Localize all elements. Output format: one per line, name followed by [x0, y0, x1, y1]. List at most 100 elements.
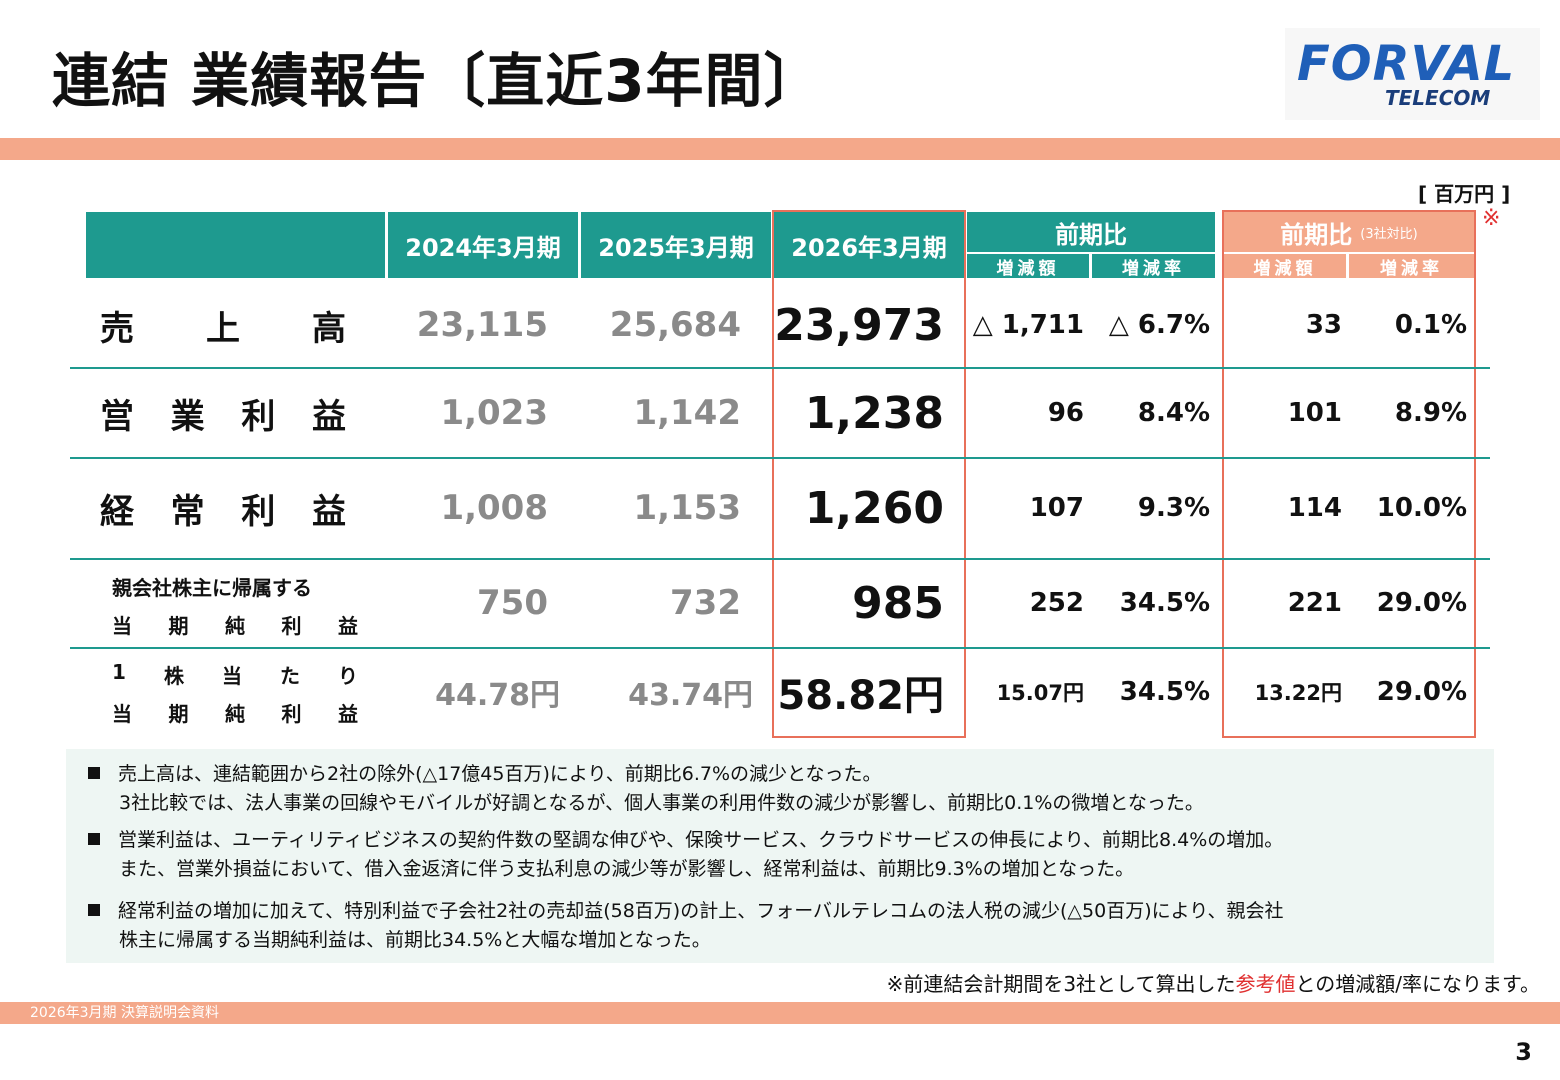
row-divider: [70, 457, 1490, 459]
yoy-3co-highlight: [1222, 210, 1476, 738]
op-yoy3-rate: 8.9%: [1394, 398, 1467, 428]
row-label-net-income-line2: 当 期 純 利 益: [112, 610, 358, 639]
label-char: 売: [100, 308, 134, 349]
footnote-text: ※前連結会計期間を3社として算出した: [886, 972, 1236, 996]
label-char: 営: [100, 396, 134, 437]
ord-2026: 1,260: [804, 482, 944, 534]
footnote: ※前連結会計期間を3社として算出した参考値との増減額/率になります。: [887, 968, 1540, 997]
subheader-rate-3co: 増減率: [1349, 254, 1474, 279]
row-divider: [70, 647, 1490, 649]
note-1: 売上高は、連結範囲から2社の除外(△17億45百万)により、前期比6.7%の減少…: [88, 760, 1204, 818]
label-char: 当: [112, 614, 132, 638]
net-yoy-rate: 34.5%: [1119, 588, 1210, 618]
header-2024: 2024年3月期: [388, 212, 578, 278]
sales-2024: 23,115: [416, 305, 548, 345]
row-divider: [70, 558, 1490, 560]
ord-2024: 1,008: [440, 488, 548, 528]
label-char: 純: [225, 614, 245, 638]
label-char: 期: [168, 614, 189, 638]
label-char: 益: [338, 702, 358, 726]
subheader-amount-3co: 増減額: [1224, 254, 1346, 279]
label-char: 常: [170, 491, 205, 532]
op-yoy-rate: 8.4%: [1137, 398, 1210, 428]
label-char: 利: [281, 702, 302, 726]
label-char: 益: [311, 491, 346, 532]
sales-2025: 25,684: [609, 305, 741, 345]
label-char: 上: [206, 308, 240, 349]
note-2: 営業利益は、ユーティリティビジネスの契約件数の堅調な伸びや、保険サービス、クラウ…: [88, 826, 1283, 884]
row-divider: [70, 367, 1490, 369]
row-label-operating-profit: 営 業 利 益: [100, 388, 346, 438]
label-char: 株: [163, 664, 184, 688]
header-2025: 2025年3月期: [581, 212, 771, 278]
label-char: 高: [312, 308, 346, 349]
op-2026: 1,238: [804, 387, 944, 439]
label-char: 益: [338, 614, 358, 638]
label-char: 業: [170, 396, 205, 437]
note-3: 経常利益の増加に加えて、特別利益で子会社2社の売却益(58百万)の計上、フォーバ…: [88, 897, 1283, 955]
op-yoy3-amount: 101: [1287, 398, 1342, 428]
page-title: 連結 業績報告〔直近3年間〕: [52, 47, 823, 115]
subheader-amount: 増減額: [967, 254, 1089, 279]
page-number: 3: [1515, 1038, 1532, 1066]
bullet-icon: [88, 904, 100, 916]
note-text: 売上高は、連結範囲から2社の除外(△17億45百万)により、前期比6.7%の減少…: [118, 763, 882, 785]
ord-yoy-amount: 107: [1029, 493, 1084, 523]
ord-2025: 1,153: [633, 488, 741, 528]
eps-2026: 58.82円: [777, 673, 944, 719]
label-char: 益: [311, 396, 346, 437]
sales-yoy3-rate: 0.1%: [1394, 310, 1467, 340]
eps-yoy-amount: 15.07円: [996, 681, 1084, 705]
logo-sub-text: TELECOM: [1385, 86, 1491, 110]
label-char: た: [279, 664, 300, 688]
ord-yoy-rate: 9.3%: [1137, 493, 1210, 523]
eps-yoy3-amount: 13.22円: [1254, 681, 1342, 705]
footnote-highlight: 参考値: [1235, 972, 1296, 996]
reference-mark: ※: [1482, 206, 1501, 231]
label-char: 当: [221, 664, 242, 688]
header-yoy-3co-note: (3社対比): [1360, 226, 1418, 242]
label-char: 利: [241, 396, 276, 437]
header-yoy: 前期比: [967, 212, 1215, 252]
net-2024: 750: [477, 583, 548, 623]
net-yoy-amount: 252: [1029, 588, 1084, 618]
forval-telecom-logo: FORVAL TELECOM: [1285, 28, 1540, 120]
footer-bar: 2026年3月期 決算説明会資料: [0, 1002, 1560, 1024]
note-text: 3社比較では、法人事業の回線やモバイルが好調となるが、個人事業の利用件数の減少が…: [119, 792, 1204, 814]
ord-yoy3-rate: 10.0%: [1376, 493, 1467, 523]
net-2025: 732: [670, 583, 741, 623]
eps-yoy-rate: 34.5%: [1119, 677, 1210, 707]
sales-yoy3-amount: 33: [1305, 310, 1342, 340]
sales-yoy-amount: △ 1,711: [972, 310, 1084, 340]
sales-2026: 23,973: [774, 299, 944, 351]
label-char: 利: [281, 614, 302, 638]
row-label-eps-line2: 当 期 純 利 益: [112, 698, 358, 727]
op-2024: 1,023: [440, 393, 548, 433]
header-bar: [0, 138, 1560, 160]
op-yoy-amount: 96: [1047, 398, 1084, 428]
current-year-highlight: [772, 210, 966, 738]
label-char: 期: [168, 702, 189, 726]
bullet-icon: [88, 833, 100, 845]
net-yoy3-rate: 29.0%: [1376, 588, 1467, 618]
row-label-net-income-line1: 親会社株主に帰属する: [112, 576, 312, 600]
logo-main-text: FORVAL: [1297, 36, 1516, 92]
label-char: 純: [225, 702, 245, 726]
eps-2024: 44.78円: [435, 678, 560, 713]
note-text: また、営業外損益において、借入金返済に伴う支払利息の減少等が影響し、経常利益は、…: [119, 858, 1135, 880]
note-text: 株主に帰属する当期純利益は、前期比34.5%と大幅な増加となった。: [119, 929, 711, 951]
header-yoy-3co-label: 前期比: [1280, 220, 1353, 249]
ord-yoy3-amount: 114: [1287, 493, 1342, 523]
sales-yoy-rate: △ 6.7%: [1108, 310, 1210, 340]
subheader-rate: 増減率: [1092, 254, 1215, 279]
note-text: 経常利益の増加に加えて、特別利益で子会社2社の売却益(58百万)の計上、フォーバ…: [118, 900, 1284, 922]
row-label-eps-line1: 1 株 当 た り: [112, 660, 358, 689]
label-char: り: [337, 664, 358, 688]
row-label-ordinary-profit: 経 常 利 益: [100, 483, 346, 533]
net-yoy3-amount: 221: [1287, 588, 1342, 618]
net-2026: 985: [852, 577, 944, 629]
note-text: 営業利益は、ユーティリティビジネスの契約件数の堅調な伸びや、保険サービス、クラウ…: [118, 829, 1284, 851]
notes-panel: [66, 749, 1494, 963]
eps-yoy3-rate: 29.0%: [1376, 677, 1467, 707]
header-2026: 2026年3月期: [774, 212, 964, 278]
